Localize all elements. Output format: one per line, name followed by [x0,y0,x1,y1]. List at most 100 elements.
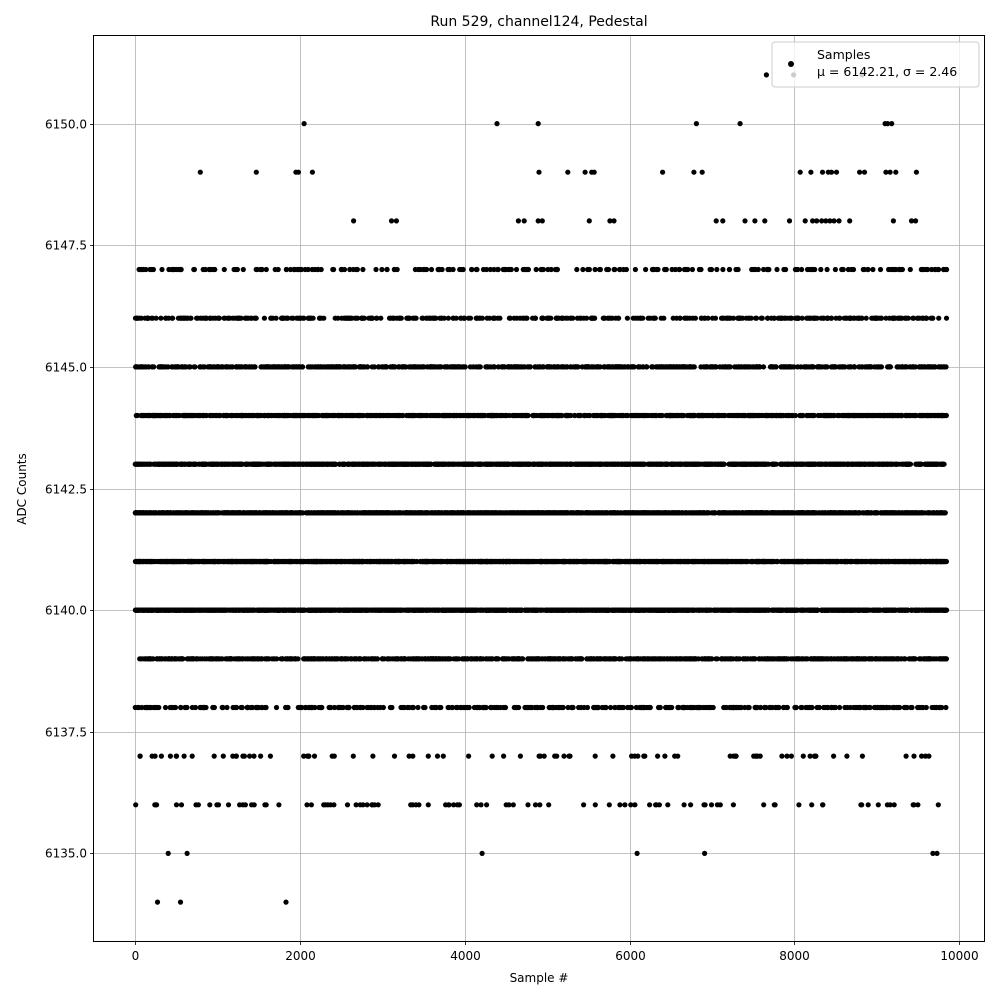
data-point [289,656,295,662]
data-point [346,704,352,711]
data-point [424,607,430,613]
data-point [755,607,761,613]
data-point [902,656,908,662]
data-point [503,607,509,613]
data-point [915,802,921,808]
data-point [265,656,271,662]
data-point [827,607,833,613]
data-point [361,656,367,662]
data-point [331,802,337,808]
data-point [708,802,715,808]
data-point [597,558,603,565]
data-point [678,558,684,565]
data-point [440,753,446,759]
data-point [474,704,480,711]
data-point [517,753,524,759]
data-point [633,558,639,565]
data-point [875,607,882,613]
data-point [861,704,867,711]
data-point [803,656,809,662]
data-point [185,558,191,565]
data-point [688,802,694,808]
data-point [728,704,734,711]
data-point [193,802,199,808]
data-point [308,607,314,613]
data-point [190,558,196,565]
data-point [909,607,915,613]
data-point [447,607,453,613]
data-point [779,607,786,613]
data-point [844,753,850,759]
data-point [328,656,334,662]
data-point [393,656,399,662]
data-point [891,802,897,808]
data-point [243,558,249,565]
data-point [835,558,841,565]
data-point [488,704,494,711]
data-point [214,656,221,662]
data-point [761,802,767,808]
data-point [302,704,308,711]
data-point [553,607,559,613]
data-point [746,704,752,711]
data-point [616,558,622,565]
data-point [362,558,368,565]
data-point [823,704,829,711]
data-point [457,607,463,613]
data-point [462,704,468,711]
data-point [251,753,257,759]
data-point [668,558,674,565]
data-point [938,558,944,565]
data-point [387,704,393,711]
data-point [541,753,547,759]
data-point [932,656,938,662]
data-point [182,704,188,711]
data-point [340,704,346,711]
data-point [510,656,517,662]
data-point [851,704,857,711]
data-point [494,558,500,565]
data-point [638,558,644,565]
data-point [381,656,387,662]
data-point [419,656,425,662]
data-point [859,802,865,808]
data-point [211,607,217,613]
data-point [586,656,592,662]
data-point [732,607,738,613]
data-point [685,607,691,613]
data-point [470,607,476,613]
data-point [453,656,459,662]
data-point [410,753,416,759]
data-point [361,607,367,613]
data-point [689,704,695,711]
data-point [258,753,264,759]
data-point [148,558,154,565]
data-point [150,656,156,662]
data-point [943,704,949,711]
data-point [400,704,406,711]
data-point [369,607,375,613]
data-point [498,607,504,613]
data-point [829,558,836,565]
data-point [504,656,510,662]
data-point [414,558,420,565]
data-point [173,802,180,808]
data-point [611,558,617,565]
data-point [814,704,820,711]
data-point [819,656,825,662]
data-point [616,607,622,613]
data-point [526,558,532,565]
data-point [233,656,239,662]
data-point [610,607,616,613]
data-point [350,558,356,565]
data-point [401,656,408,662]
data-point [435,607,441,613]
data-point [552,753,558,759]
data-point [494,656,501,662]
data-point [225,802,232,808]
data-point [263,558,269,565]
data-point [449,558,455,565]
data-point [463,607,469,613]
data-point [393,607,399,613]
data-point [746,607,752,613]
